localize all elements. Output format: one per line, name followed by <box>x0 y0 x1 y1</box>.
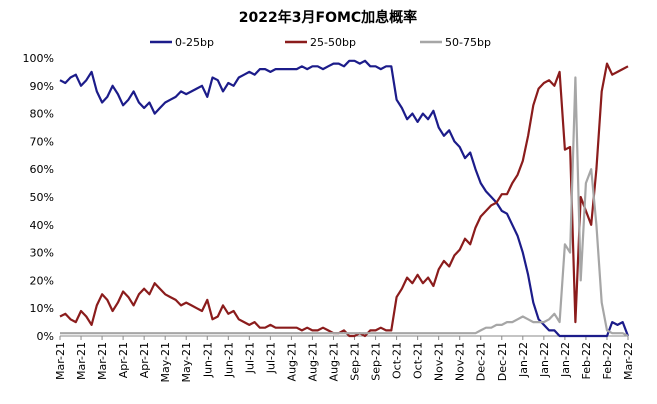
series-line <box>59 62 629 338</box>
x-tick-label: Feb-22 <box>601 342 614 379</box>
series-line <box>59 59 630 338</box>
y-tick-label: 20% <box>30 274 54 287</box>
x-tick-label: Dec-21 <box>496 342 509 381</box>
x-tick-label: Mar-22 <box>622 342 635 380</box>
x-tick-label: Jun-21 <box>222 342 235 378</box>
x-tick-label: Apr-21 <box>138 342 151 378</box>
x-tick-label: Aug-21 <box>285 342 298 381</box>
x-tick-label: Apr-21 <box>117 342 130 378</box>
y-tick-label: 80% <box>30 108 54 121</box>
y-tick-label: 30% <box>30 247 54 260</box>
y-tick-label: 40% <box>30 219 54 232</box>
x-tick-label: Mar-21 <box>75 342 88 380</box>
y-tick-label: 50% <box>30 191 54 204</box>
x-tick-label: Jul-21 <box>243 342 256 374</box>
x-tick-label: Feb-22 <box>580 342 593 379</box>
y-tick-label: 0% <box>37 330 54 343</box>
y-tick-label: 90% <box>30 80 54 93</box>
x-tick-label: Jun-21 <box>201 342 214 378</box>
x-tick-label: Sep-21 <box>370 342 383 381</box>
series-line <box>60 76 629 337</box>
x-tick-label: May-21 <box>159 342 172 383</box>
x-tick-label: Jan-22 <box>559 342 572 378</box>
y-tick-label: 100% <box>23 52 54 65</box>
x-tick-label: Oct-21 <box>412 342 425 379</box>
x-tick-label: Aug-21 <box>306 342 319 381</box>
x-tick-label: Jan-22 <box>517 342 530 378</box>
legend-label: 0-25bp <box>175 36 214 49</box>
x-tick-label: Nov-21 <box>433 342 446 381</box>
legend-label: 50-75bp <box>445 36 491 49</box>
x-tick-label: Sep-21 <box>349 342 362 381</box>
x-tick-label: May-21 <box>180 342 193 383</box>
chart-title: 2022年3月FOMC加息概率 <box>239 9 417 26</box>
x-tick-label: Oct-21 <box>391 342 404 379</box>
x-tick-label: Jul-21 <box>264 342 277 374</box>
y-tick-label: 60% <box>30 163 54 176</box>
y-tick-label: 70% <box>30 135 54 148</box>
legend-label: 25-50bp <box>310 36 356 49</box>
x-tick-label: Nov-21 <box>454 342 467 381</box>
x-tick-label: Mar-21 <box>54 342 67 380</box>
x-tick-label: Mar-21 <box>96 342 109 380</box>
x-tick-label: Aug-21 <box>327 342 340 381</box>
x-tick-label: Jan-22 <box>538 342 551 378</box>
x-tick-label: Dec-21 <box>475 342 488 381</box>
y-tick-label: 10% <box>30 302 54 315</box>
